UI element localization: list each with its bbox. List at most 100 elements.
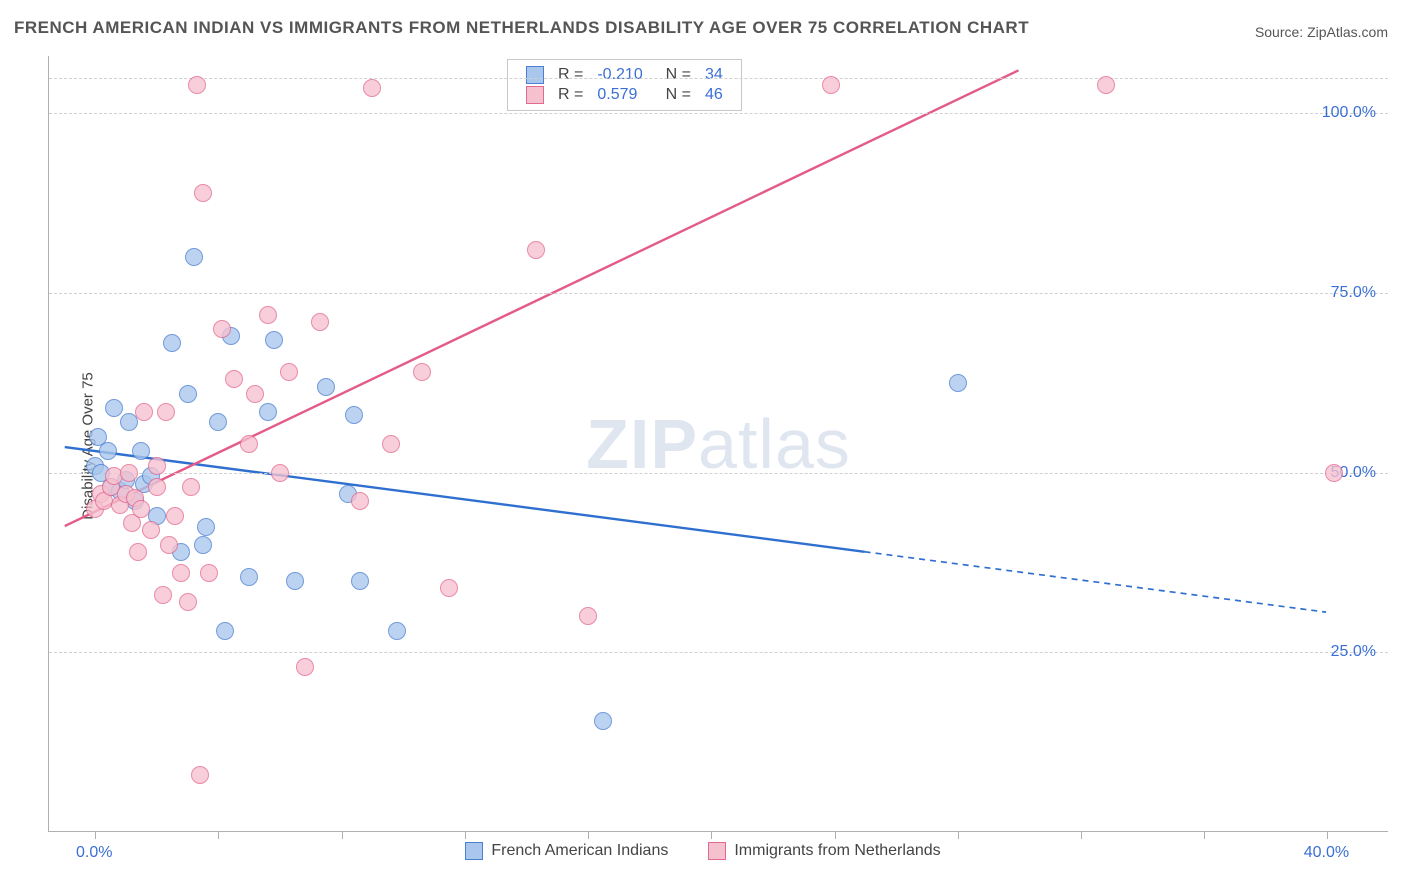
data-point-pink [188, 76, 206, 94]
x-tick [342, 831, 343, 839]
y-tick-label: 75.0% [1331, 284, 1376, 302]
x-tick-label: 40.0% [1304, 844, 1349, 862]
data-point-blue [240, 568, 258, 586]
x-tick [1081, 831, 1082, 839]
plot-area: ZIPatlas R =-0.210 N =34R =0.579 N =46 2… [48, 56, 1388, 832]
x-tick-label: 0.0% [76, 844, 112, 862]
watermark: ZIPatlas [586, 404, 851, 484]
data-point-pink [182, 478, 200, 496]
data-point-pink [311, 313, 329, 331]
x-tick [1327, 831, 1328, 839]
stats-r-value: -0.210 [591, 66, 648, 84]
trend-line-blue [65, 447, 865, 552]
data-point-blue [317, 378, 335, 396]
gridline [49, 473, 1388, 474]
stats-n-value: 34 [699, 66, 729, 84]
data-point-pink [132, 500, 150, 518]
source-label: Source: ZipAtlas.com [1255, 24, 1388, 40]
data-point-blue [949, 374, 967, 392]
data-point-pink [200, 564, 218, 582]
stats-r-label: R = [552, 86, 589, 104]
watermark-atlas: atlas [698, 405, 851, 483]
trend-line-blue-dashed [865, 552, 1326, 612]
gridline [49, 113, 1388, 114]
x-tick [95, 831, 96, 839]
data-point-blue [286, 572, 304, 590]
watermark-zip: ZIP [586, 405, 698, 483]
data-point-pink [148, 457, 166, 475]
legend-label: French American Indians [491, 842, 668, 860]
data-point-pink [1097, 76, 1115, 94]
data-point-blue [163, 334, 181, 352]
stats-row-blue: R =-0.210 N =34 [520, 66, 729, 84]
data-point-blue [259, 403, 277, 421]
y-tick-label: 25.0% [1331, 643, 1376, 661]
data-point-pink [363, 79, 381, 97]
gridline [49, 293, 1388, 294]
stats-legend-box: R =-0.210 N =34R =0.579 N =46 [507, 59, 742, 111]
data-point-pink [213, 320, 231, 338]
data-point-pink [157, 403, 175, 421]
stats-n-value: 46 [699, 86, 729, 104]
data-point-pink [527, 241, 545, 259]
data-point-pink [148, 478, 166, 496]
data-point-pink [280, 363, 298, 381]
stats-row-pink: R =0.579 N =46 [520, 86, 729, 104]
data-point-pink [296, 658, 314, 676]
stats-n-label: N = [651, 66, 697, 84]
x-tick [218, 831, 219, 839]
data-point-pink [154, 586, 172, 604]
data-point-blue [345, 406, 363, 424]
data-point-blue [216, 622, 234, 640]
data-point-blue [194, 536, 212, 554]
data-point-pink [271, 464, 289, 482]
data-point-pink [579, 607, 597, 625]
x-tick [588, 831, 589, 839]
data-point-pink [120, 464, 138, 482]
chart-title: FRENCH AMERICAN INDIAN VS IMMIGRANTS FRO… [14, 18, 1029, 38]
trend-line-pink [65, 70, 1019, 526]
stats-n-label: N = [651, 86, 697, 104]
data-point-blue [265, 331, 283, 349]
data-point-pink [160, 536, 178, 554]
data-point-pink [166, 507, 184, 525]
data-point-blue [209, 413, 227, 431]
data-point-blue [132, 442, 150, 460]
data-point-pink [179, 593, 197, 611]
data-point-blue [99, 442, 117, 460]
data-point-blue [197, 518, 215, 536]
data-point-pink [142, 521, 160, 539]
stats-r-value: 0.579 [591, 86, 648, 104]
data-point-pink [351, 492, 369, 510]
swatch-blue-icon [526, 66, 544, 84]
data-point-pink [382, 435, 400, 453]
data-point-pink [172, 564, 190, 582]
gridline [49, 652, 1388, 653]
x-tick [958, 831, 959, 839]
data-point-blue [120, 413, 138, 431]
data-point-blue [179, 385, 197, 403]
data-point-pink [1325, 464, 1343, 482]
data-point-pink [822, 76, 840, 94]
legend-item-blue: French American Indians [465, 842, 668, 860]
swatch-pink-icon [526, 86, 544, 104]
data-point-pink [191, 766, 209, 784]
data-point-blue [594, 712, 612, 730]
data-point-blue [388, 622, 406, 640]
legend-bottom: French American Indians Immigrants from N… [0, 842, 1406, 860]
swatch-pink-icon [708, 842, 726, 860]
x-tick [465, 831, 466, 839]
y-tick-label: 100.0% [1322, 104, 1376, 122]
gridline [49, 78, 1388, 79]
swatch-blue-icon [465, 842, 483, 860]
x-tick [1204, 831, 1205, 839]
legend-item-pink: Immigrants from Netherlands [708, 842, 940, 860]
data-point-pink [413, 363, 431, 381]
data-point-pink [259, 306, 277, 324]
legend-label: Immigrants from Netherlands [734, 842, 940, 860]
data-point-blue [105, 399, 123, 417]
stats-r-label: R = [552, 66, 589, 84]
data-point-pink [240, 435, 258, 453]
data-point-pink [129, 543, 147, 561]
data-point-pink [194, 184, 212, 202]
